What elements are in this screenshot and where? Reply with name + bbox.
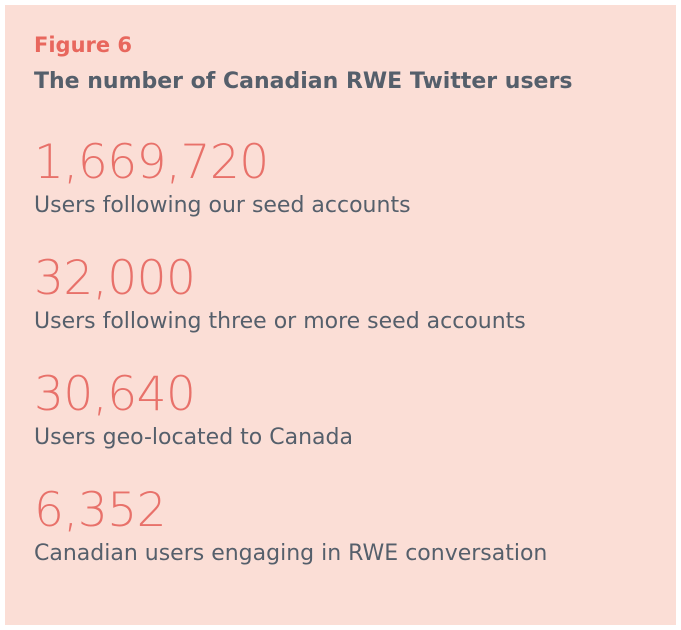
stat-value: 6,352 bbox=[34, 483, 167, 538]
stat-value: 1,669,720 bbox=[34, 135, 269, 190]
stat-value: 32,000 bbox=[34, 251, 196, 306]
stat-label: Users following three or more seed accou… bbox=[34, 309, 526, 334]
stat-item: 32,000 Users following three or more seed… bbox=[34, 251, 526, 337]
stat-item: 1,669,720 Users following our seed accoun… bbox=[34, 135, 411, 221]
stat-label: Users geo-located to Canada bbox=[34, 425, 353, 450]
figure-panel: Figure 6 The number of Canadian RWE Twit… bbox=[5, 5, 676, 625]
stat-item: 6,352 Canadian users engaging in RWE conv… bbox=[34, 483, 547, 569]
figure-label: Figure 6 bbox=[34, 33, 133, 57]
stat-label: Canadian users engaging in RWE conversat… bbox=[34, 541, 548, 566]
stat-label: Users following our seed accounts bbox=[34, 193, 411, 218]
stat-value: 30,640 bbox=[34, 367, 196, 422]
stat-item: 30,640 Users geo-located to Canada bbox=[34, 367, 353, 453]
figure-title: The number of Canadian RWE Twitter users bbox=[34, 69, 573, 94]
